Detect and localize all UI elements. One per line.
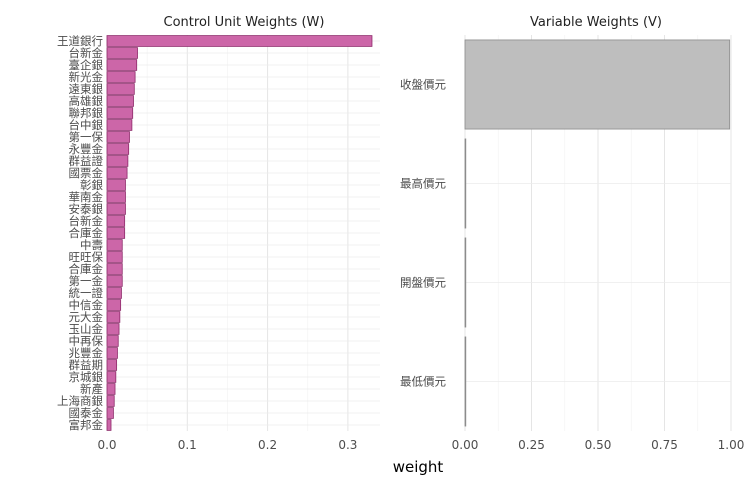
bar-2 (106, 59, 138, 71)
control-unit-weights-panel: Control Unit Weights (W) 王道銀行台新金臺企銀新光金遠東… (57, 15, 380, 452)
left-category-label: 中再保 (69, 334, 104, 348)
x-axis-label: weight (393, 458, 444, 476)
right-x-tick-label: 0.25 (518, 438, 545, 452)
bar-20 (106, 275, 123, 287)
bar-23 (106, 311, 121, 323)
left-category-label: 京城銀 (69, 370, 104, 384)
right-category-label: 開盤價元 (400, 276, 446, 290)
left-category-label: 玉山金 (69, 322, 104, 336)
right-x-tick-labels: 0.00 0.25 0.50 0.75 1.00 (452, 438, 745, 452)
left-x-tick-label: 0.2 (258, 438, 277, 452)
left-category-label: 群益期 (69, 358, 104, 372)
left-category-label: 合庫金 (69, 262, 104, 276)
right-category-label: 最高價元 (400, 177, 446, 191)
left-panel-title: Control Unit Weights (W) (164, 15, 325, 30)
left-category-label: 群益證 (69, 154, 104, 168)
bar-25 (106, 335, 119, 347)
bar-24 (106, 323, 120, 335)
right-category-label: 收盤價元 (400, 78, 446, 92)
bar-4 (106, 83, 135, 95)
bar-31 (106, 407, 114, 419)
left-category-label: 安泰銀 (69, 202, 104, 216)
bar-30 (106, 395, 115, 407)
left-x-tick-labels: 0.0 0.1 0.2 0.3 (97, 438, 357, 452)
bar-15 (106, 215, 126, 227)
bar-21 (106, 287, 122, 299)
left-category-label: 第一保 (69, 130, 104, 144)
bar-13 (106, 191, 126, 203)
left-category-label: 台中銀 (69, 118, 104, 132)
left-category-label: 富邦金 (69, 418, 104, 432)
left-category-label: 新光金 (69, 70, 104, 84)
bar-9 (106, 143, 130, 155)
right-bars (464, 39, 731, 427)
left-category-label: 上海商銀 (57, 394, 103, 408)
right-x-tick-label: 0.50 (585, 438, 612, 452)
bar-18 (106, 251, 123, 263)
bar-17 (106, 239, 123, 251)
left-category-label: 聯邦銀 (69, 106, 104, 120)
variable-bar-2 (464, 237, 467, 328)
bar-16 (106, 227, 126, 239)
left-category-label: 兆豐金 (69, 346, 104, 360)
bar-28 (106, 371, 117, 383)
bar-27 (106, 359, 118, 371)
left-category-label: 華南金 (69, 190, 104, 204)
bar-1 (106, 47, 138, 59)
left-category-label: 旺旺保 (69, 250, 104, 264)
left-x-tick-label: 0.3 (338, 438, 357, 452)
left-category-label: 第一金 (69, 274, 104, 288)
bar-0 (106, 35, 373, 47)
bar-32 (106, 419, 112, 431)
left-gridlines (106, 35, 380, 431)
left-x-tick-label: 0.1 (178, 438, 197, 452)
bar-26 (106, 347, 118, 359)
left-bars (106, 35, 373, 431)
left-category-label: 彰銀 (80, 178, 103, 192)
left-category-label: 遠東銀 (69, 82, 104, 96)
left-category-label: 台新金 (69, 46, 104, 60)
left-category-label: 中信金 (69, 298, 104, 312)
bar-14 (106, 203, 126, 215)
left-category-label: 臺企銀 (69, 58, 104, 72)
left-category-label: 高雄銀 (69, 94, 104, 108)
left-category-label: 統一證 (69, 286, 104, 300)
bar-22 (106, 299, 122, 311)
right-x-tick-label: 0.00 (452, 438, 479, 452)
bar-19 (106, 263, 123, 275)
bar-11 (106, 167, 128, 179)
bar-5 (106, 95, 134, 107)
left-category-label: 國票金 (69, 166, 104, 180)
right-x-tick-label: 0.75 (651, 438, 678, 452)
variable-bar-3 (464, 336, 467, 427)
left-category-label: 合庫金 (69, 226, 104, 240)
variable-bar-1 (464, 138, 467, 229)
bar-6 (106, 107, 134, 119)
left-category-label: 新產 (80, 382, 103, 396)
left-x-tick-label: 0.0 (97, 438, 116, 452)
left-category-label: 國泰金 (69, 406, 104, 420)
bar-8 (106, 131, 130, 143)
bar-29 (106, 383, 116, 395)
right-x-tick-label: 1.00 (718, 438, 745, 452)
bar-12 (106, 179, 126, 191)
left-category-labels: 王道銀行台新金臺企銀新光金遠東銀高雄銀聯邦銀台中銀第一保永豐金群益證國票金彰銀華… (57, 34, 103, 432)
right-category-label: 最低價元 (400, 375, 446, 389)
bar-7 (106, 119, 133, 131)
right-panel-title: Variable Weights (V) (530, 15, 662, 30)
left-category-label: 元大金 (69, 310, 104, 324)
variable-bar-0 (464, 39, 731, 130)
bar-3 (106, 71, 136, 83)
left-category-label: 王道銀行 (57, 34, 103, 48)
left-category-label: 永豐金 (69, 142, 104, 156)
left-category-label: 台新金 (69, 214, 104, 228)
bar-10 (106, 155, 129, 167)
left-category-label: 中壽 (80, 238, 103, 252)
